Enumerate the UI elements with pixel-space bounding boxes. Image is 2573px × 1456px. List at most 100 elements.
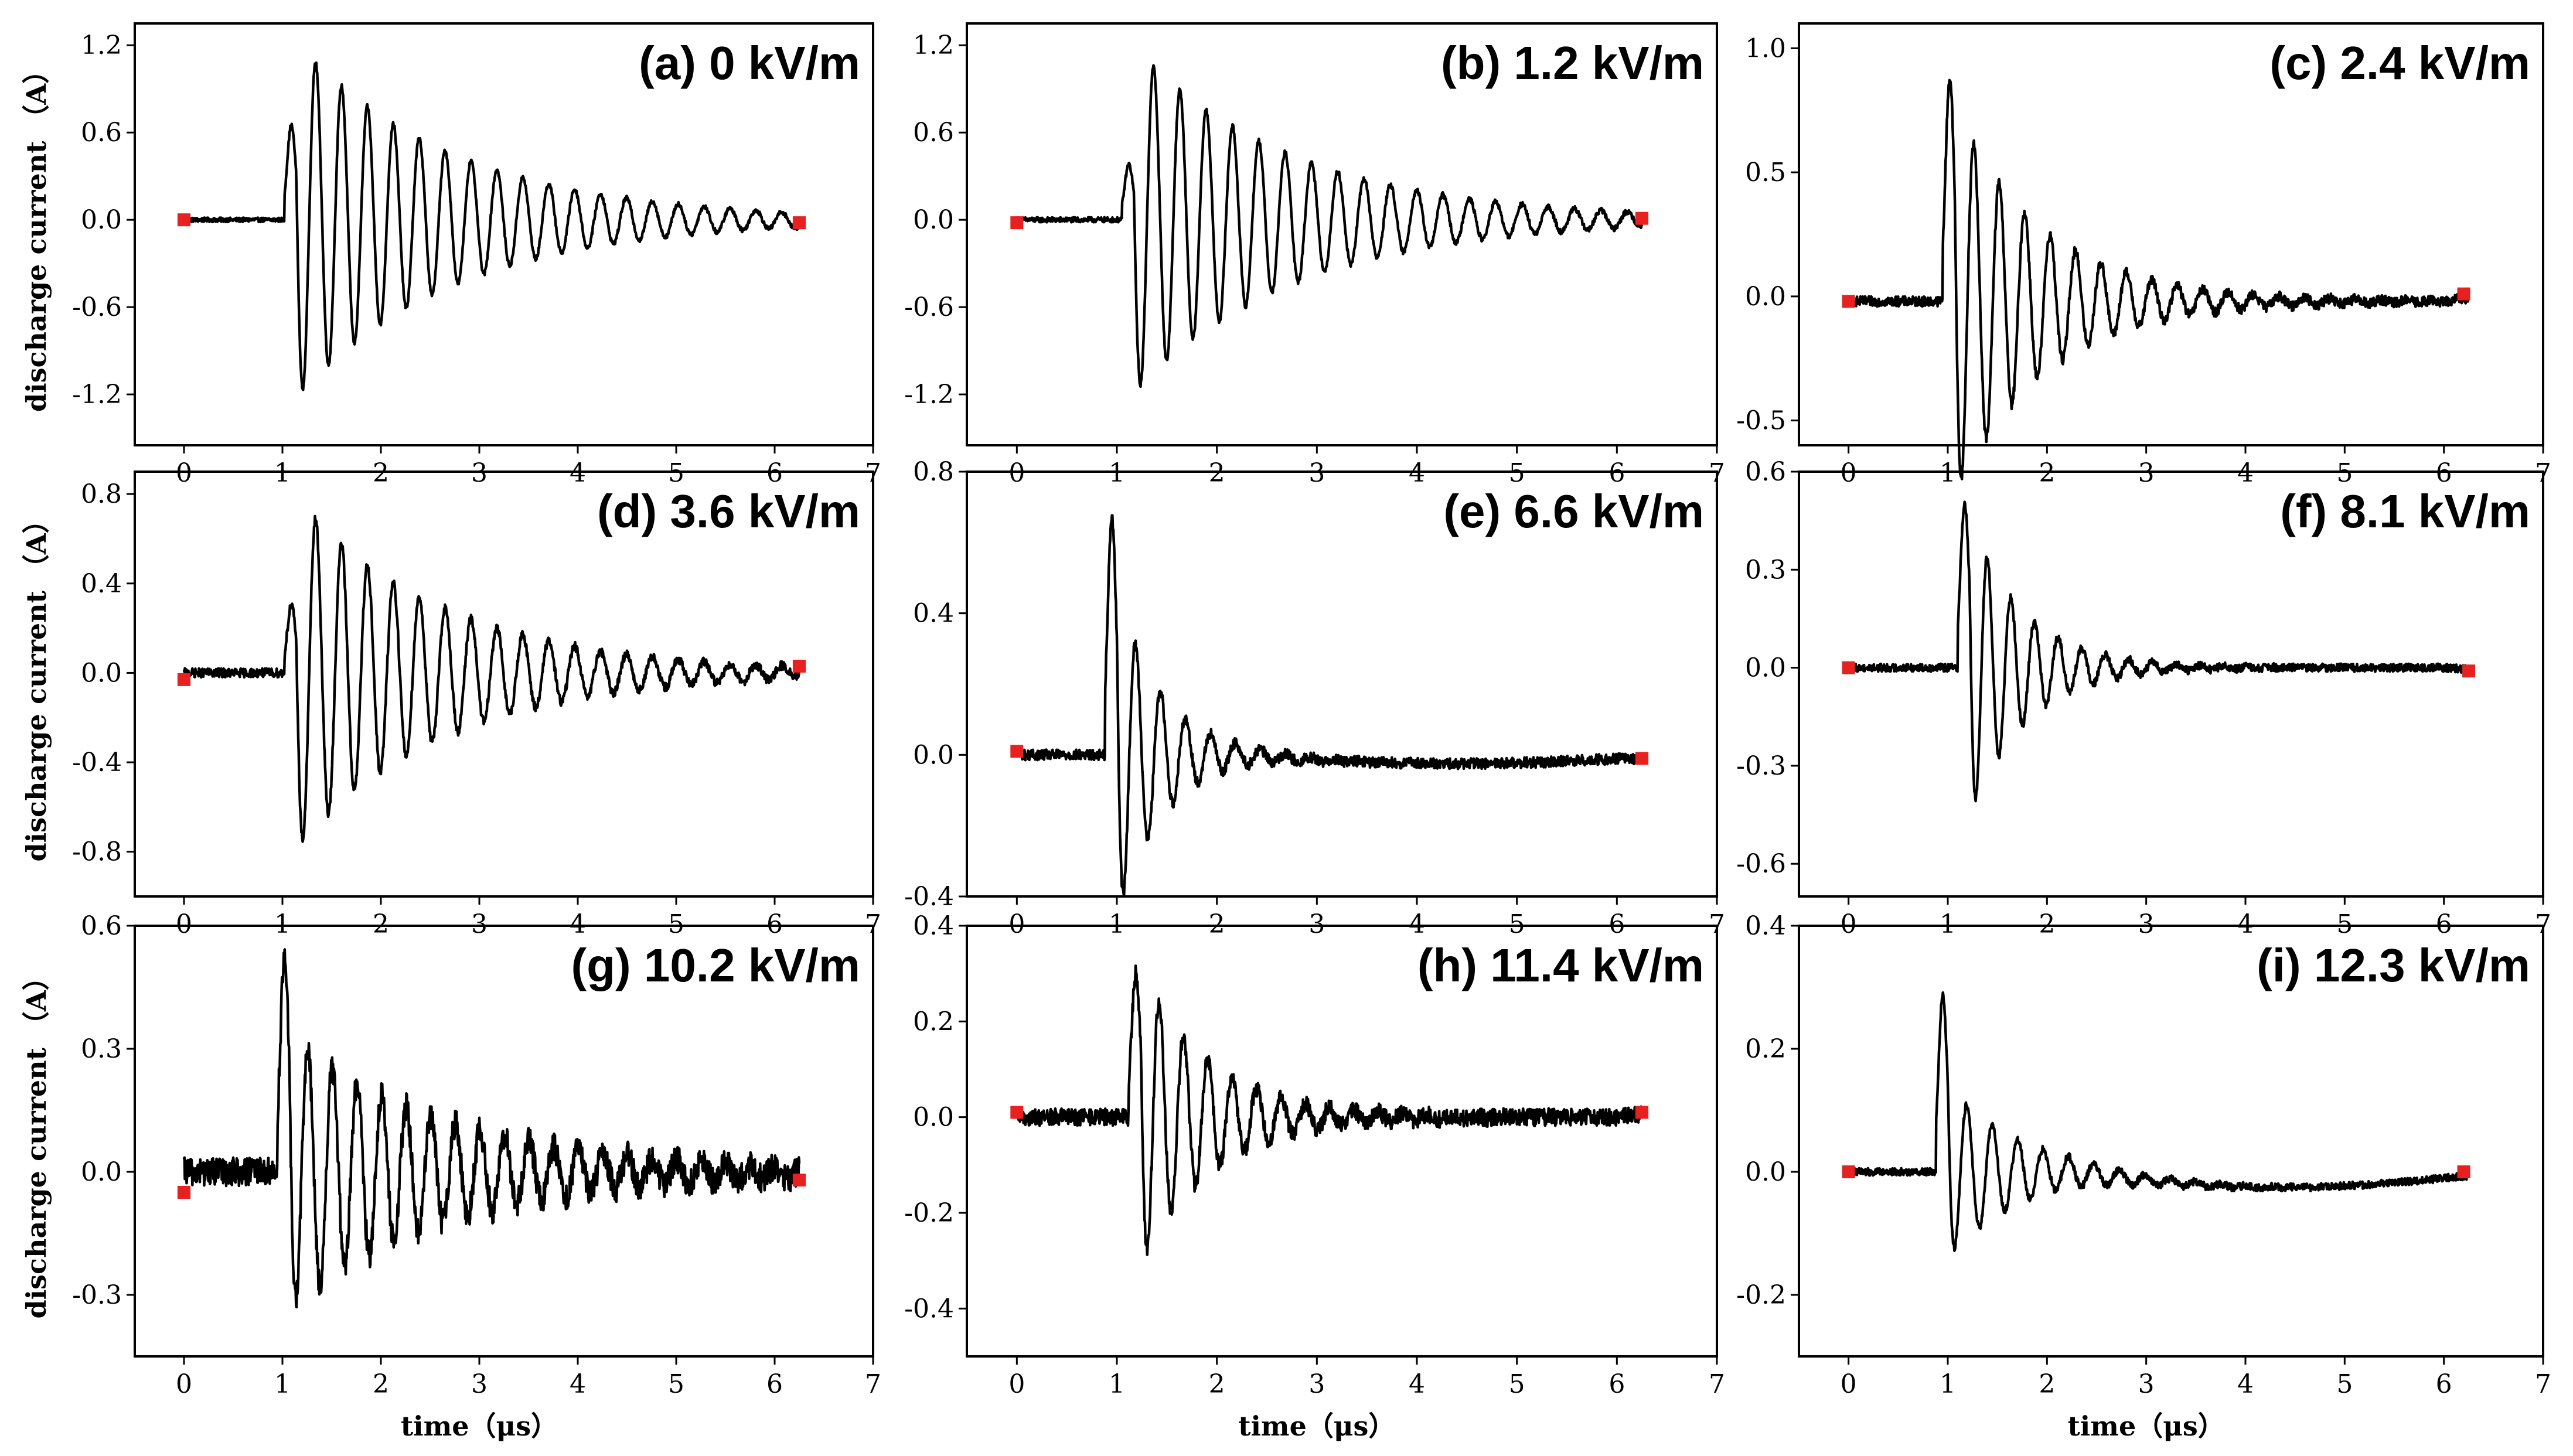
- y-tick-label: 0.4: [1745, 911, 1786, 941]
- x-tick-label: 0: [1008, 458, 1025, 488]
- y-tick-label: -1.2: [904, 380, 954, 410]
- panel-title: (c) 2.4 kV/m: [2269, 37, 2530, 89]
- panel-d: 0 1 2 3 4 5 6 7-0.8-0.40.00.40.8 (d) 3.6 kV/mdis…: [21, 470, 881, 939]
- data-marker: [2462, 664, 2475, 678]
- data-marker: [1010, 745, 1024, 758]
- y-tick-label: 0.0: [913, 1103, 954, 1133]
- x-axis-label: time（μs）: [2068, 1410, 2225, 1442]
- y-tick-label: -0.3: [72, 1280, 122, 1310]
- y-tick-label: 0.8: [913, 457, 954, 487]
- x-tick-label: 1: [1940, 458, 1956, 488]
- plot-frame: [966, 22, 1718, 446]
- plot-frame: [1798, 22, 2544, 446]
- x-tick-label: 4: [570, 458, 586, 488]
- y-tick-label: 0.4: [913, 599, 954, 629]
- x-tick-label: 7: [865, 1369, 881, 1399]
- x-tick-label: 1: [1109, 1369, 1125, 1399]
- plot-frame: [134, 22, 874, 446]
- data-marker: [793, 1174, 806, 1186]
- data-marker: [1842, 1165, 1855, 1178]
- y-tick-label: 0.2: [1745, 1034, 1786, 1064]
- x-tick-label: 5: [668, 909, 684, 939]
- data-marker: [1635, 1106, 1648, 1119]
- x-tick-label: 2: [373, 458, 389, 488]
- y-tick-label: -0.6: [904, 292, 954, 322]
- x-tick-label: 0: [1841, 909, 1857, 939]
- y-tick-label: -0.2: [1736, 1280, 1786, 1310]
- data-marker: [1010, 216, 1024, 230]
- y-tick-label: 0.0: [1745, 1157, 1786, 1187]
- panel-i: 0 1 2 3 4 5 6 7 -0.2 0.0 0.2 0.4 (i) 12.3 kV/m time（μ…: [1736, 911, 2551, 1442]
- y-tick-label: 0.3: [1745, 555, 1786, 585]
- y-tick-label: 0.8: [81, 479, 122, 509]
- x-tick-label: 2: [373, 1369, 389, 1399]
- x-tick-label: 2: [2039, 458, 2055, 488]
- panel-b: 0 1 2 3 4 5 6 7-1.2-0.60.00.61.2 (b) 1.2 kV/m: [904, 22, 1725, 488]
- panel-f: 0 1 2 3 4 5 6 7-0.6-0.30.00.30.6(f) 8.1 kV/m: [1736, 457, 2551, 939]
- x-tick-label: 2: [1209, 909, 1225, 939]
- x-tick-label: 7: [2535, 1369, 2551, 1399]
- y-tick-label: 1.0: [1745, 33, 1786, 63]
- x-tick-label: 4: [1409, 458, 1425, 488]
- data-marker: [1635, 752, 1648, 765]
- data-marker: [2457, 1165, 2470, 1178]
- data-marker: [178, 673, 190, 686]
- y-tick-label: 0.0: [913, 205, 954, 235]
- y-tick-label: 0.3: [81, 1034, 122, 1064]
- y-tick-label: 0.6: [1745, 457, 1786, 487]
- panel-title: (a) 0 kV/m: [639, 37, 860, 89]
- x-tick-label: 0: [176, 458, 192, 488]
- panel-title: (h) 11.4 kV/m: [1417, 939, 1704, 991]
- series-line-discharge-current: [182, 948, 801, 1309]
- plot-frame: [966, 470, 1718, 898]
- x-tick-label: 3: [1308, 458, 1325, 488]
- plot-frame: [1798, 470, 2544, 898]
- series-line-discharge-current: [182, 514, 801, 843]
- y-tick-label: 0.0: [81, 1157, 122, 1187]
- series-line-discharge-current: [1847, 991, 2470, 1252]
- y-tick-label: 0.5: [1745, 158, 1786, 187]
- y-tick-label: -0.5: [1736, 406, 1786, 436]
- x-tick-label: 3: [2138, 909, 2155, 939]
- panel-title: (b) 1.2 kV/m: [1441, 37, 1704, 89]
- data-marker: [1010, 1106, 1024, 1119]
- y-tick-label: 0.2: [913, 1007, 954, 1036]
- panel-e: 0 1 2 3 4 5 6 7-0.40.00.40.8(e) 6.6 kV/m: [904, 457, 1725, 939]
- x-tick-label: 4: [570, 1369, 586, 1399]
- x-tick-label: 4: [2237, 1369, 2254, 1399]
- x-tick-label: 1: [1109, 909, 1125, 939]
- y-tick-label: 1.2: [81, 30, 122, 60]
- data-marker: [1635, 212, 1648, 225]
- x-tick-label: 1: [1940, 1369, 1956, 1399]
- x-tick-label: 1: [1940, 909, 1956, 939]
- y-tick-label: -0.2: [904, 1198, 954, 1228]
- data-marker: [1842, 661, 1855, 674]
- x-tick-label: 3: [471, 1369, 488, 1399]
- panel-title: (e) 6.6 kV/m: [1443, 485, 1704, 537]
- x-tick-label: 3: [471, 458, 488, 488]
- x-tick-label: 6: [1608, 458, 1625, 488]
- x-tick-label: 3: [471, 909, 488, 939]
- series-line-discharge-current: [1015, 64, 1644, 388]
- data-marker: [793, 659, 806, 673]
- x-tick-label: 5: [2336, 909, 2353, 939]
- data-marker: [178, 213, 190, 227]
- x-tick-label: 4: [2237, 909, 2254, 939]
- panel-title: (g) 10.2 kV/m: [571, 939, 860, 991]
- data-marker: [178, 1186, 190, 1199]
- y-tick-label: 0.6: [81, 118, 122, 148]
- y-tick-label: 0.6: [81, 911, 122, 941]
- y-tick-label: -0.4: [904, 882, 954, 912]
- panel-title: (f) 8.1 kV/m: [2280, 485, 2530, 537]
- x-tick-label: 5: [2336, 458, 2353, 488]
- plot-frame: [134, 470, 874, 898]
- x-tick-label: 6: [2436, 458, 2452, 488]
- y-tick-label: -0.6: [1736, 849, 1786, 879]
- x-tick-label: 2: [1209, 1369, 1225, 1399]
- panel-title: (d) 3.6 kV/m: [597, 485, 860, 537]
- y-tick-label: -0.3: [1736, 751, 1786, 781]
- x-tick-label: 5: [668, 458, 684, 488]
- y-tick-label: 0.0: [1745, 282, 1786, 312]
- series-line-discharge-current: [182, 61, 801, 391]
